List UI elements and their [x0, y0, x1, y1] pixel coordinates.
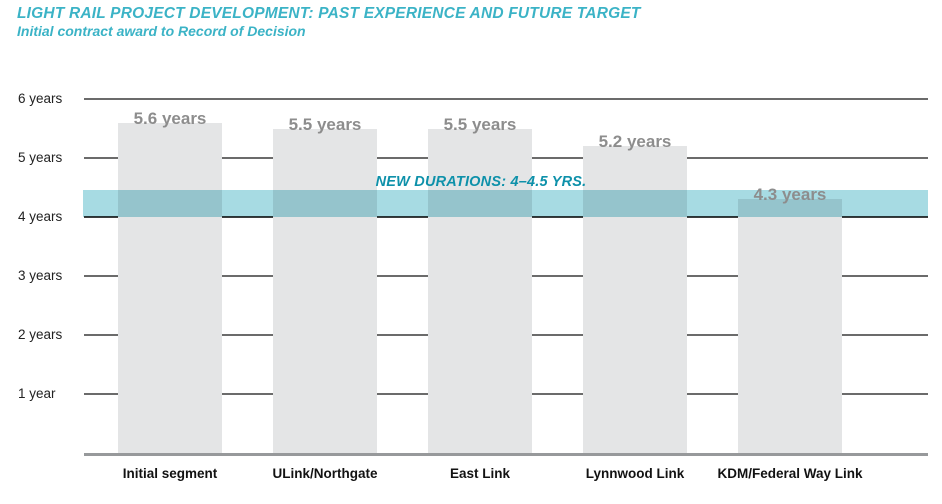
y-axis-tick-label: 5 years — [18, 150, 63, 165]
bar-1 — [118, 123, 222, 453]
y-axis-tick-label: 2 years — [18, 327, 63, 342]
bar-2 — [273, 129, 377, 453]
y-axis-tick-label: 4 years — [18, 209, 63, 224]
target-band-label: NEW DURATIONS: 4–4.5 YRS. — [375, 174, 587, 190]
bar-value-label: 5.5 years — [288, 115, 362, 134]
bar-value-label: 4.3 years — [753, 185, 827, 204]
y-axis-tick-label: 3 years — [18, 268, 63, 283]
x-axis-category-label: Initial segment — [122, 466, 218, 481]
bar-value-label: 5.5 years — [443, 115, 517, 134]
x-axis-category-label: Lynnwood Link — [585, 466, 685, 481]
gridline-6-years — [84, 98, 928, 100]
x-axis-category-label: KDM/Federal Way Link — [717, 466, 863, 481]
bar-3 — [428, 129, 532, 453]
x-axis-category-label: East Link — [449, 466, 511, 481]
target-duration-band — [83, 190, 928, 217]
bar-value-label: 5.6 years — [133, 109, 207, 128]
chart-subtitle: Initial contract award to Record of Deci… — [17, 23, 306, 39]
y-axis-tick-label: 1 year — [18, 386, 56, 401]
chart-title: LIGHT RAIL PROJECT DEVELOPMENT: PAST EXP… — [17, 5, 641, 22]
x-axis-category-label: ULink/Northgate — [272, 466, 378, 481]
y-axis-tick-label: 6 years — [18, 91, 63, 106]
bar-value-label: 5.2 years — [598, 132, 672, 151]
x-axis-line — [84, 453, 928, 456]
bar-5 — [738, 199, 842, 453]
